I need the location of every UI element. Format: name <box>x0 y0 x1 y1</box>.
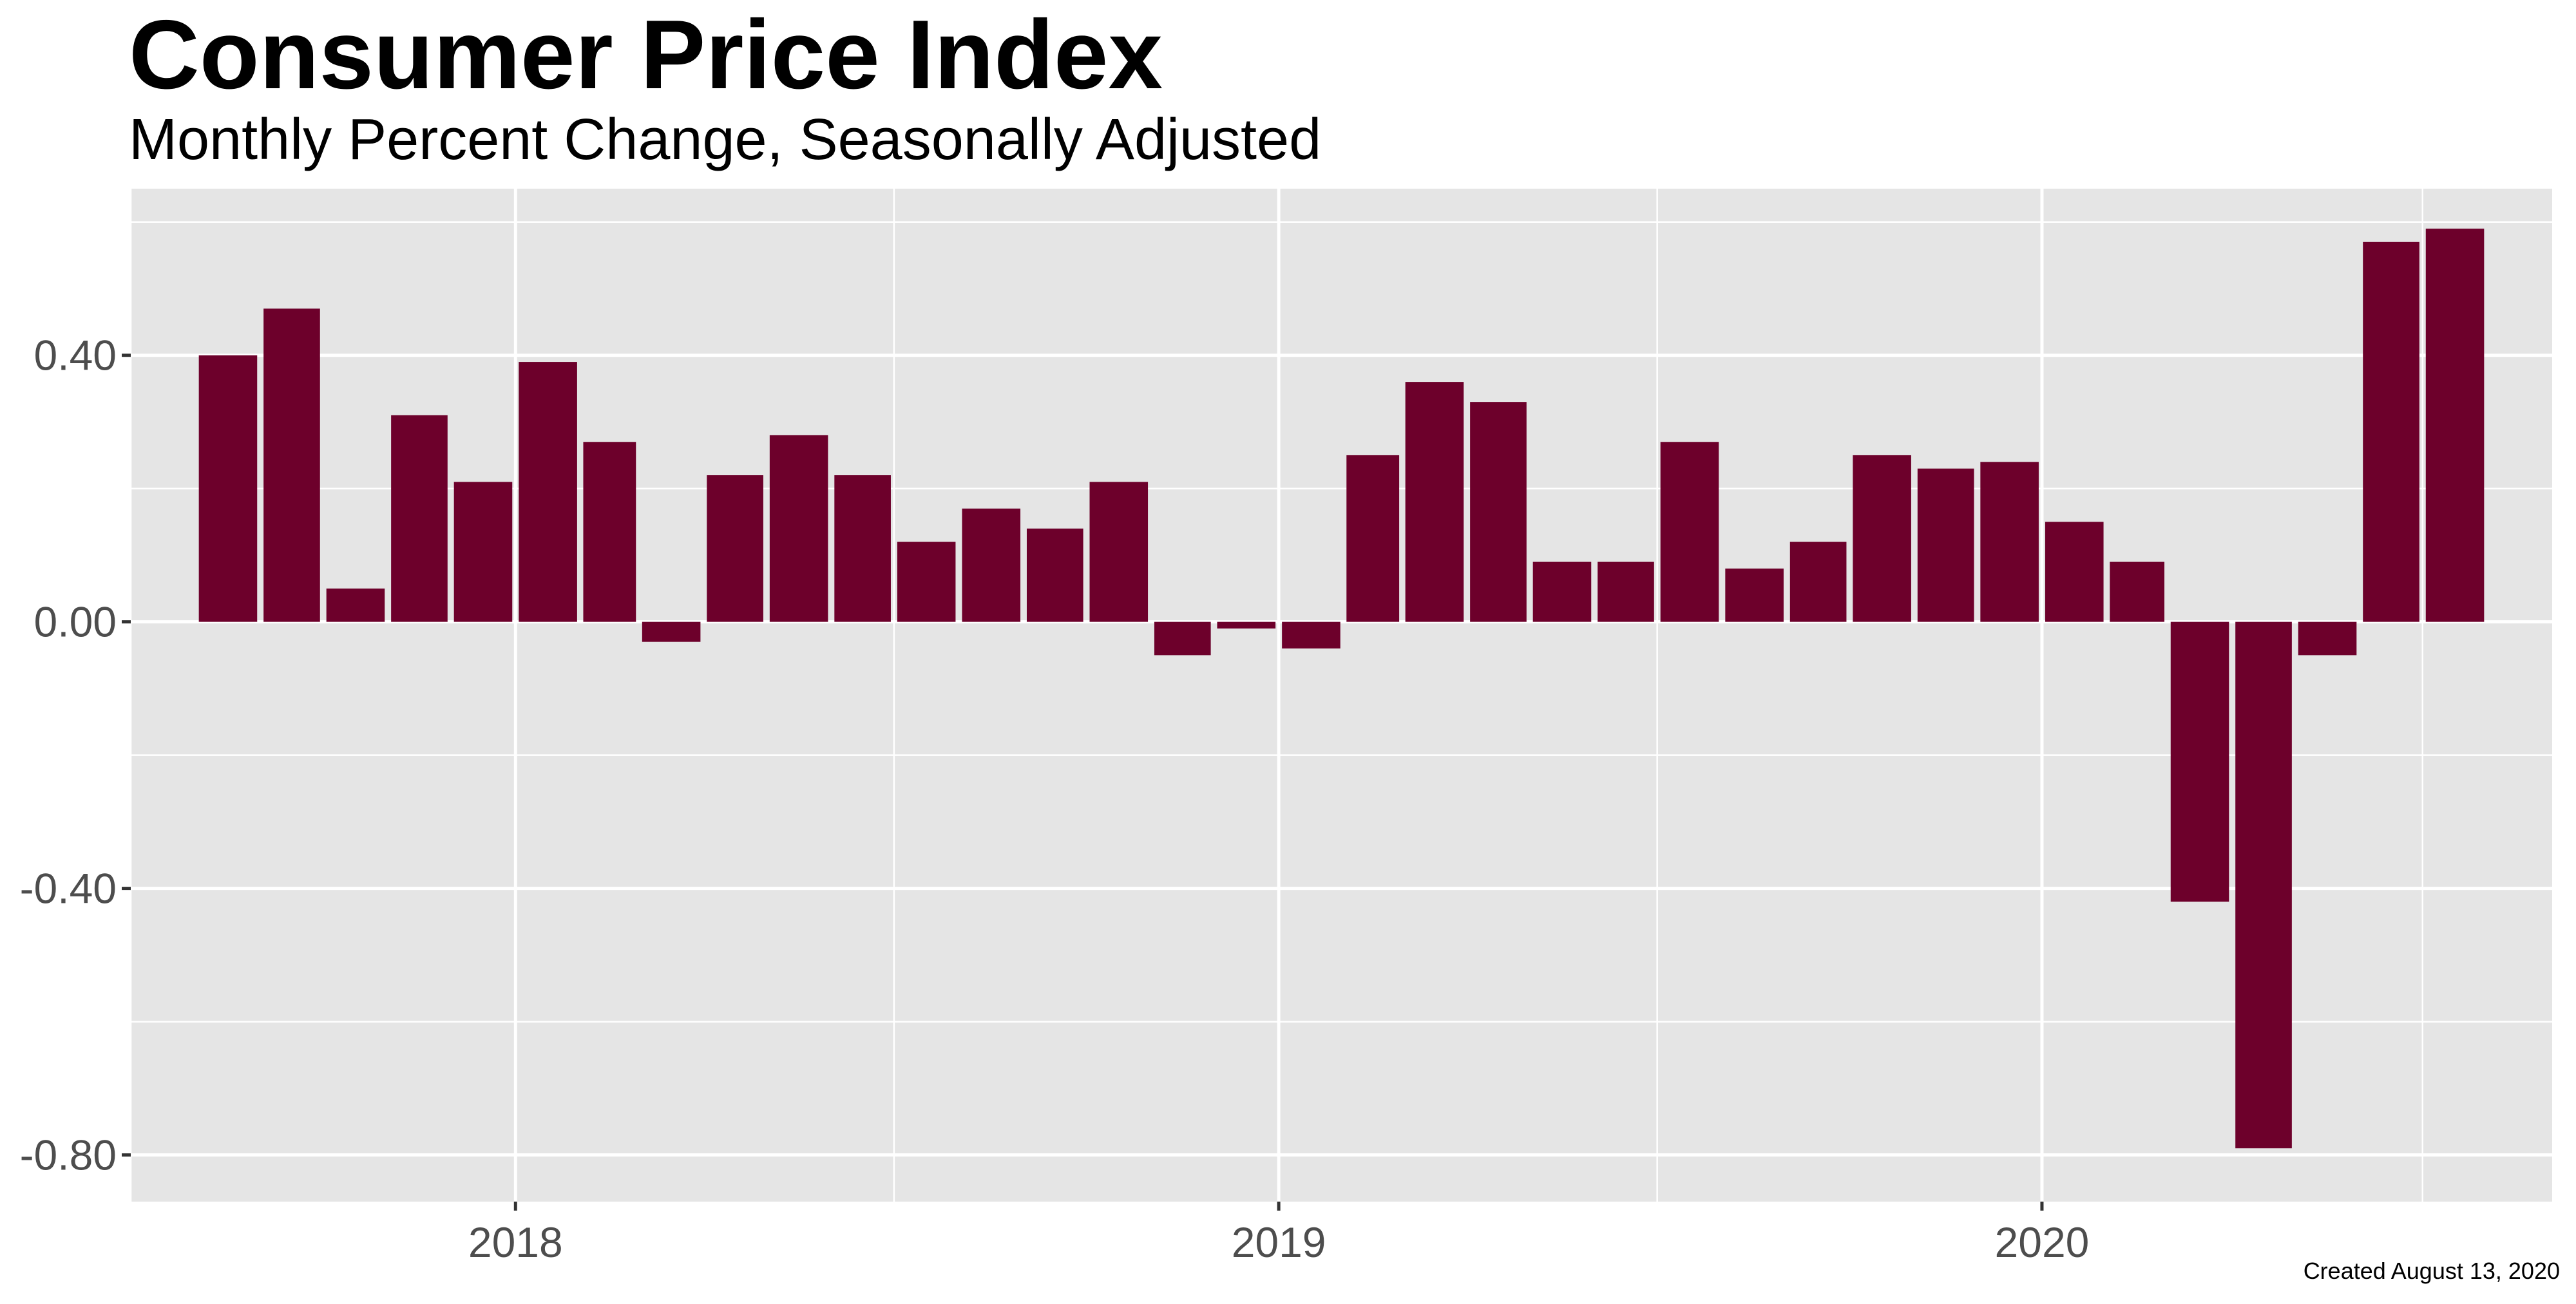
x-tick-label: 2019 <box>1232 1218 1326 1266</box>
bar-2018-10 <box>1089 482 1149 622</box>
bar-2020-03 <box>2170 621 2229 902</box>
bar-2018-04 <box>707 475 763 622</box>
bar-2018-09 <box>1026 528 1083 622</box>
bar-2019-06 <box>1598 562 1654 622</box>
bar-2019-11 <box>1917 468 1974 622</box>
bar-2018-07 <box>897 542 956 622</box>
bar-2017-11 <box>391 415 448 622</box>
bar-2018-01 <box>519 362 577 622</box>
bar-2019-03 <box>1405 382 1464 622</box>
bar-2019-02 <box>1346 455 1400 622</box>
bar-2018-06 <box>834 475 891 622</box>
bar-2018-12 <box>1217 621 1276 629</box>
bar-2020-05 <box>2298 621 2357 656</box>
bar-2019-05 <box>1532 562 1592 622</box>
bar-2017-09 <box>263 308 320 622</box>
bar-2017-08 <box>198 355 258 622</box>
y-tick-label: 0.40 <box>34 332 117 379</box>
plot-panel <box>131 189 2552 1202</box>
bar-2018-02 <box>583 442 636 622</box>
bar-2019-09 <box>1789 542 1847 622</box>
y-tick-label: 0.00 <box>34 598 117 646</box>
bar-2017-12 <box>453 482 513 622</box>
bar-2018-11 <box>1154 621 1211 656</box>
x-tick-label: 2020 <box>1995 1218 2090 1266</box>
y-axis: 0.40 0.00 -0.40 -0.80 <box>20 332 131 1179</box>
bar-2020-06 <box>2363 241 2419 622</box>
chart-caption: Created August 13, 2020 <box>2303 1258 2560 1284</box>
bar-2017-10 <box>326 588 385 622</box>
x-tick-label: 2018 <box>468 1218 563 1266</box>
bar-2019-07 <box>1660 442 1719 622</box>
bar-2018-08 <box>962 508 1021 622</box>
bar-2020-07 <box>2425 229 2485 622</box>
bar-2018-03 <box>642 621 701 642</box>
bar-2019-08 <box>1725 568 1784 622</box>
y-tick-label: -0.80 <box>20 1131 117 1179</box>
x-axis: 2018 2019 2020 <box>468 1202 2089 1266</box>
bar-2020-01 <box>2045 522 2104 622</box>
bar-2019-01 <box>1282 621 1340 649</box>
chart-title: Consumer Price Index <box>129 0 1163 109</box>
bar-2019-10 <box>1853 455 1911 622</box>
bar-2019-04 <box>1470 402 1527 622</box>
bar-2020-04 <box>2235 621 2292 1149</box>
bar-2019-12 <box>1980 462 2039 622</box>
y-tick-label: -0.40 <box>20 865 117 912</box>
chart-subtitle: Monthly Percent Change, Seasonally Adjus… <box>129 108 1322 172</box>
bar-2020-02 <box>2110 562 2165 622</box>
bar-2018-05 <box>769 435 828 622</box>
bar-series <box>198 229 2485 1149</box>
